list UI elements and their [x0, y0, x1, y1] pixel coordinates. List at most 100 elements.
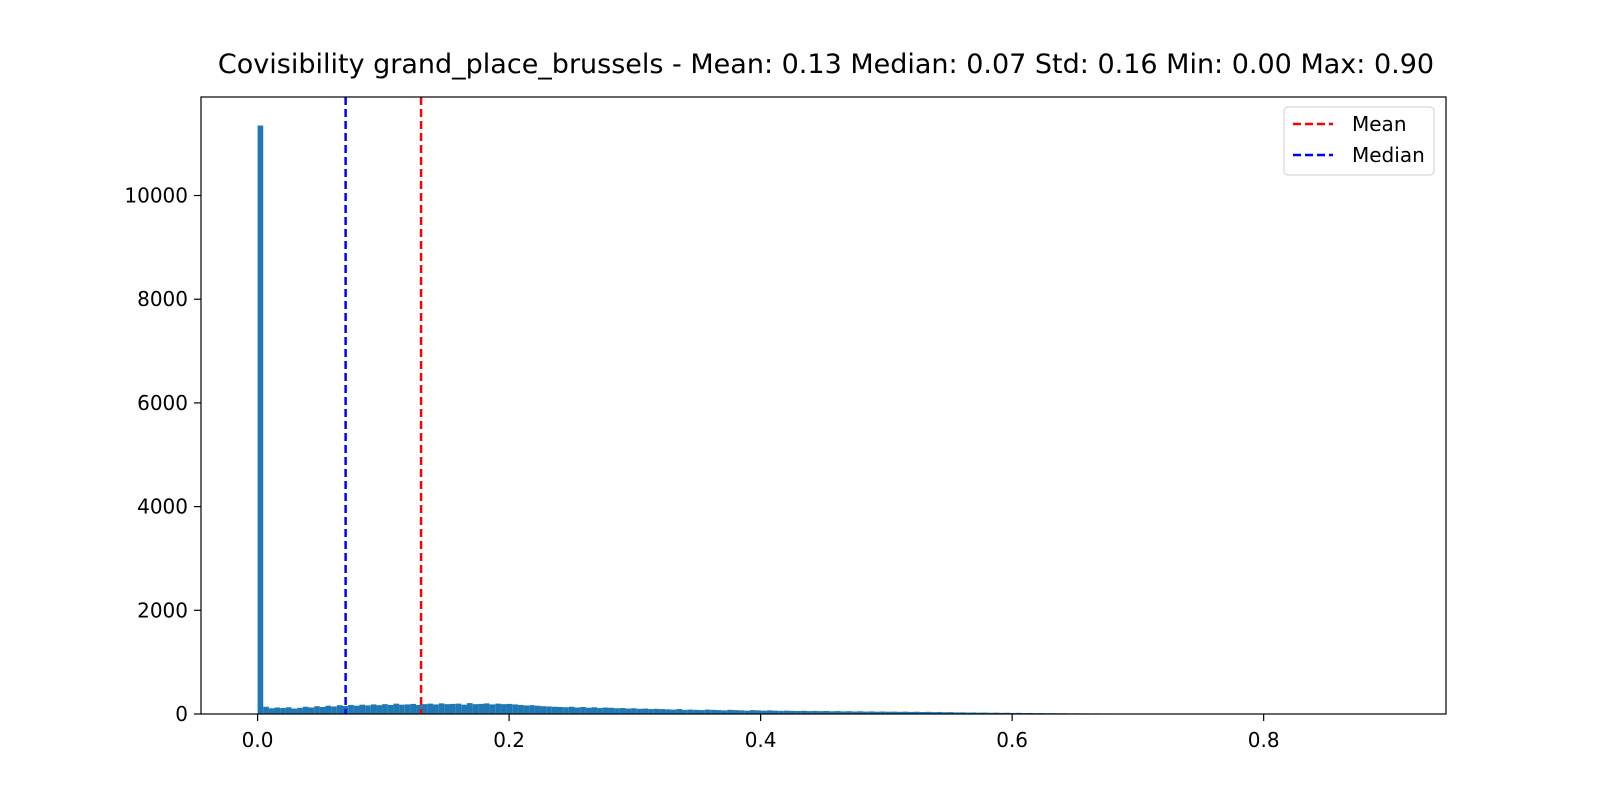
- histogram-bar: [682, 709, 688, 714]
- histogram-bar: [636, 708, 643, 714]
- histogram-bar: [285, 707, 292, 714]
- histogram-bar: [817, 711, 824, 714]
- histogram-bar: [721, 710, 728, 714]
- histogram-bar: [964, 712, 971, 714]
- histogram-bar: [370, 704, 377, 714]
- histogram-bar: [444, 704, 450, 714]
- histogram-bar: [466, 703, 473, 714]
- histogram-bar: [500, 704, 507, 714]
- histogram-bar: [919, 712, 926, 714]
- histogram-bar: [766, 710, 773, 714]
- histogram-bar: [749, 710, 756, 714]
- histogram-bar: [987, 712, 994, 714]
- histogram-bar: [359, 704, 366, 714]
- histogram-bar: [925, 711, 932, 714]
- histogram-bar: [942, 712, 948, 714]
- histogram-bar: [399, 704, 405, 714]
- y-axis: 0 2000 4000 6000 8000 10000: [124, 184, 201, 726]
- histogram-bar: [829, 711, 835, 714]
- histogram-bar: [404, 704, 411, 714]
- histogram-bar: [631, 708, 637, 714]
- histogram-bar: [710, 709, 716, 714]
- histogram-bar: [263, 706, 269, 714]
- histogram-bar: [931, 712, 937, 714]
- histogram-bar: [902, 711, 909, 714]
- histogram-bar: [783, 710, 790, 714]
- histogram-bar: [291, 708, 298, 714]
- x-tick-label: 0.6: [996, 728, 1028, 752]
- histogram-bar: [840, 711, 847, 714]
- x-tick-label: 0.8: [1248, 728, 1280, 752]
- histogram-bar: [302, 706, 309, 714]
- histogram-bar: [325, 705, 332, 714]
- histogram-bar: [506, 703, 513, 714]
- histogram-bar: [993, 712, 999, 714]
- histogram-bar: [563, 707, 569, 714]
- histogram-bar: [438, 703, 445, 714]
- histogram-bar: [704, 709, 711, 714]
- histogram-bar: [693, 709, 699, 714]
- histogram-bar: [512, 704, 518, 714]
- histogram-bar: [676, 709, 683, 714]
- histogram-bar: [687, 709, 694, 714]
- histogram-bar: [914, 711, 920, 714]
- x-tick-label: 0.0: [242, 728, 274, 752]
- histogram-bar: [642, 708, 649, 714]
- histogram-bar: [529, 705, 535, 714]
- histogram-bar: [653, 708, 660, 714]
- histogram-bar: [393, 703, 400, 714]
- histogram-bar: [297, 707, 303, 714]
- histogram-bar: [727, 709, 733, 714]
- histogram-bar: [874, 711, 881, 714]
- x-axis: 0.0 0.2 0.4 0.6 0.8: [242, 714, 1280, 752]
- histogram-bar: [806, 711, 813, 714]
- histogram-bar: [936, 711, 943, 714]
- histogram-bar: [580, 707, 586, 714]
- histogram-bar: [976, 712, 982, 714]
- histogram-bar: [450, 703, 456, 714]
- histogram-bar: [772, 710, 779, 714]
- y-tick-label: 8000: [137, 287, 188, 311]
- histogram-bar: [670, 709, 677, 714]
- histogram-bar: [478, 703, 484, 714]
- histogram-bar: [597, 708, 603, 714]
- y-tick-label: 4000: [137, 495, 188, 519]
- histogram-bar: [732, 710, 739, 714]
- histogram-bar: [908, 711, 915, 714]
- reference-lines: [344, 97, 423, 714]
- histogram-bar: [534, 705, 541, 714]
- histogram-bar: [280, 708, 286, 714]
- histogram-bar: [574, 707, 581, 714]
- histogram-bar: [410, 703, 417, 714]
- histogram-bar: [427, 703, 434, 714]
- histogram-bar: [268, 708, 275, 714]
- histogram-bar: [608, 707, 615, 714]
- histogram-bar: [699, 710, 705, 714]
- histogram-bar: [715, 710, 722, 714]
- histogram-bar: [495, 703, 501, 714]
- histogram-bar: [540, 706, 547, 714]
- histogram-bar: [863, 711, 869, 714]
- histogram-bar: [761, 710, 767, 714]
- legend-label-mean: Mean: [1352, 112, 1407, 136]
- histogram-bar: [868, 711, 875, 714]
- histogram-bar: [880, 711, 886, 714]
- histogram-bar: [602, 707, 609, 714]
- histogram-bar: [823, 710, 830, 714]
- histogram-bar: [625, 708, 632, 714]
- histogram-bar: [489, 704, 496, 714]
- histogram-bar: [336, 705, 343, 714]
- histogram-bar: [319, 707, 326, 714]
- histogram-bar: [755, 710, 762, 714]
- histogram-bar: [557, 707, 564, 714]
- histogram-bar: [885, 711, 892, 714]
- y-tick-label: 6000: [137, 391, 188, 415]
- histogram-bar: [834, 711, 841, 714]
- histogram-bar: [953, 712, 960, 714]
- histogram-bar: [585, 707, 592, 714]
- histogram-bar: [376, 705, 383, 714]
- histogram-bar: [591, 707, 598, 714]
- histogram-bar: [648, 709, 654, 714]
- histogram-bar: [857, 711, 864, 714]
